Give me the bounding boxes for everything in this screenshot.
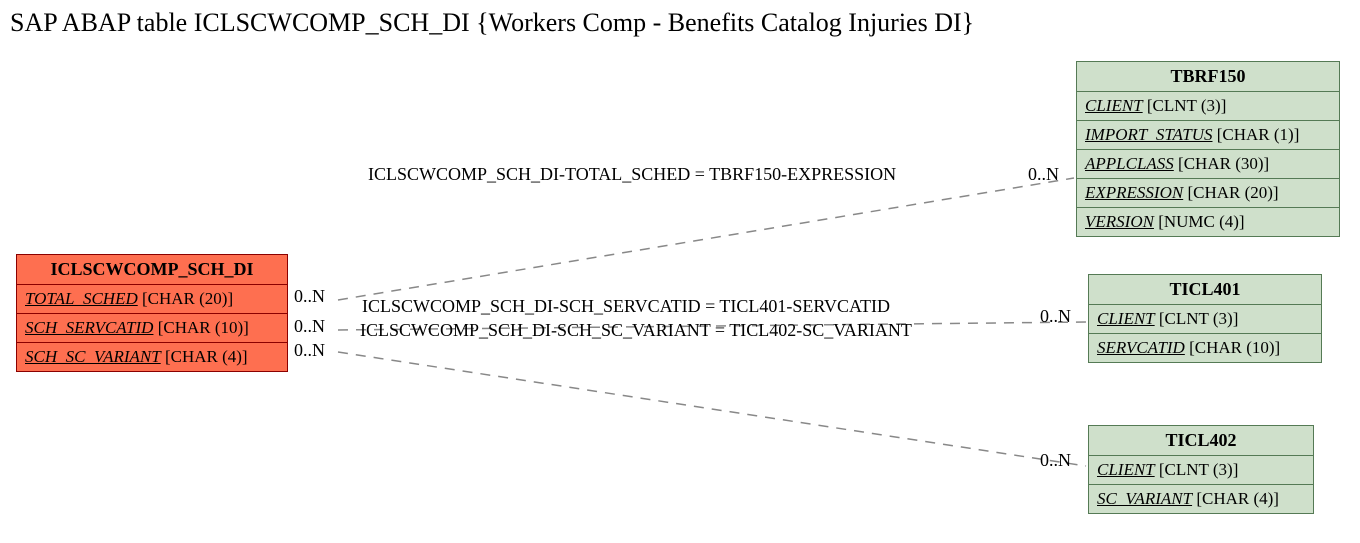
field-name: CLIENT (1097, 460, 1155, 479)
cardinality-left: 0..N (294, 340, 325, 361)
entity-field: EXPRESSION [CHAR (20)] (1077, 179, 1339, 208)
field-type: [CHAR (1)] (1217, 125, 1300, 144)
relation-label: ICLSCWCOMP_SCH_DI-SCH_SERVCATID = TICL40… (362, 296, 890, 317)
cardinality-right: 0..N (1040, 450, 1071, 471)
field-name: VERSION (1085, 212, 1154, 231)
field-name: CLIENT (1085, 96, 1143, 115)
field-name: SCH_SC_VARIANT (25, 347, 161, 366)
field-name: SCH_SERVCATID (25, 318, 153, 337)
cardinality-right: 0..N (1028, 164, 1059, 185)
cardinality-right: 0..N (1040, 306, 1071, 327)
field-name: EXPRESSION (1085, 183, 1183, 202)
entity-ticl401-header: TICL401 (1089, 275, 1321, 305)
entity-field: IMPORT_STATUS [CHAR (1)] (1077, 121, 1339, 150)
field-name: SERVCATID (1097, 338, 1185, 357)
relation-label: ICLSCWCOMP_SCH_DI-SCH_SC_VARIANT = TICL4… (360, 320, 912, 341)
entity-field: CLIENT [CLNT (3)] (1089, 456, 1313, 485)
field-type: [CLNT (3)] (1159, 309, 1238, 328)
field-name: TOTAL_SCHED (25, 289, 138, 308)
relation-line (338, 178, 1074, 300)
field-name: SC_VARIANT (1097, 489, 1192, 508)
field-name: CLIENT (1097, 309, 1155, 328)
entity-field: SCH_SC_VARIANT [CHAR (4)] (17, 343, 287, 371)
field-type: [CHAR (30)] (1178, 154, 1269, 173)
entity-ticl402: TICL402 CLIENT [CLNT (3)] SC_VARIANT [CH… (1088, 425, 1314, 514)
entity-field: SCH_SERVCATID [CHAR (10)] (17, 314, 287, 343)
cardinality-left: 0..N (294, 316, 325, 337)
entity-ticl401: TICL401 CLIENT [CLNT (3)] SERVCATID [CHA… (1088, 274, 1322, 363)
relation-label: ICLSCWCOMP_SCH_DI-TOTAL_SCHED = TBRF150-… (368, 164, 896, 185)
entity-field: VERSION [NUMC (4)] (1077, 208, 1339, 236)
entity-field: APPLCLASS [CHAR (30)] (1077, 150, 1339, 179)
field-type: [CLNT (3)] (1159, 460, 1238, 479)
field-type: [CLNT (3)] (1147, 96, 1226, 115)
entity-field: CLIENT [CLNT (3)] (1089, 305, 1321, 334)
entity-field: SERVCATID [CHAR (10)] (1089, 334, 1321, 362)
field-type: [CHAR (4)] (1196, 489, 1279, 508)
page-title: SAP ABAP table ICLSCWCOMP_SCH_DI {Worker… (10, 8, 974, 38)
field-type: [CHAR (10)] (1189, 338, 1280, 357)
entity-tbrf150-header: TBRF150 (1077, 62, 1339, 92)
entity-field: CLIENT [CLNT (3)] (1077, 92, 1339, 121)
entity-field: SC_VARIANT [CHAR (4)] (1089, 485, 1313, 513)
entity-field: TOTAL_SCHED [CHAR (20)] (17, 285, 287, 314)
cardinality-left: 0..N (294, 286, 325, 307)
field-name: APPLCLASS (1085, 154, 1174, 173)
field-type: [CHAR (20)] (142, 289, 233, 308)
relation-line (338, 352, 1086, 466)
entity-main-header: ICLSCWCOMP_SCH_DI (17, 255, 287, 285)
entity-main: ICLSCWCOMP_SCH_DI TOTAL_SCHED [CHAR (20)… (16, 254, 288, 372)
field-type: [NUMC (4)] (1158, 212, 1244, 231)
field-type: [CHAR (20)] (1187, 183, 1278, 202)
field-type: [CHAR (10)] (158, 318, 249, 337)
entity-tbrf150: TBRF150 CLIENT [CLNT (3)] IMPORT_STATUS … (1076, 61, 1340, 237)
field-name: IMPORT_STATUS (1085, 125, 1213, 144)
field-type: [CHAR (4)] (165, 347, 248, 366)
entity-ticl402-header: TICL402 (1089, 426, 1313, 456)
